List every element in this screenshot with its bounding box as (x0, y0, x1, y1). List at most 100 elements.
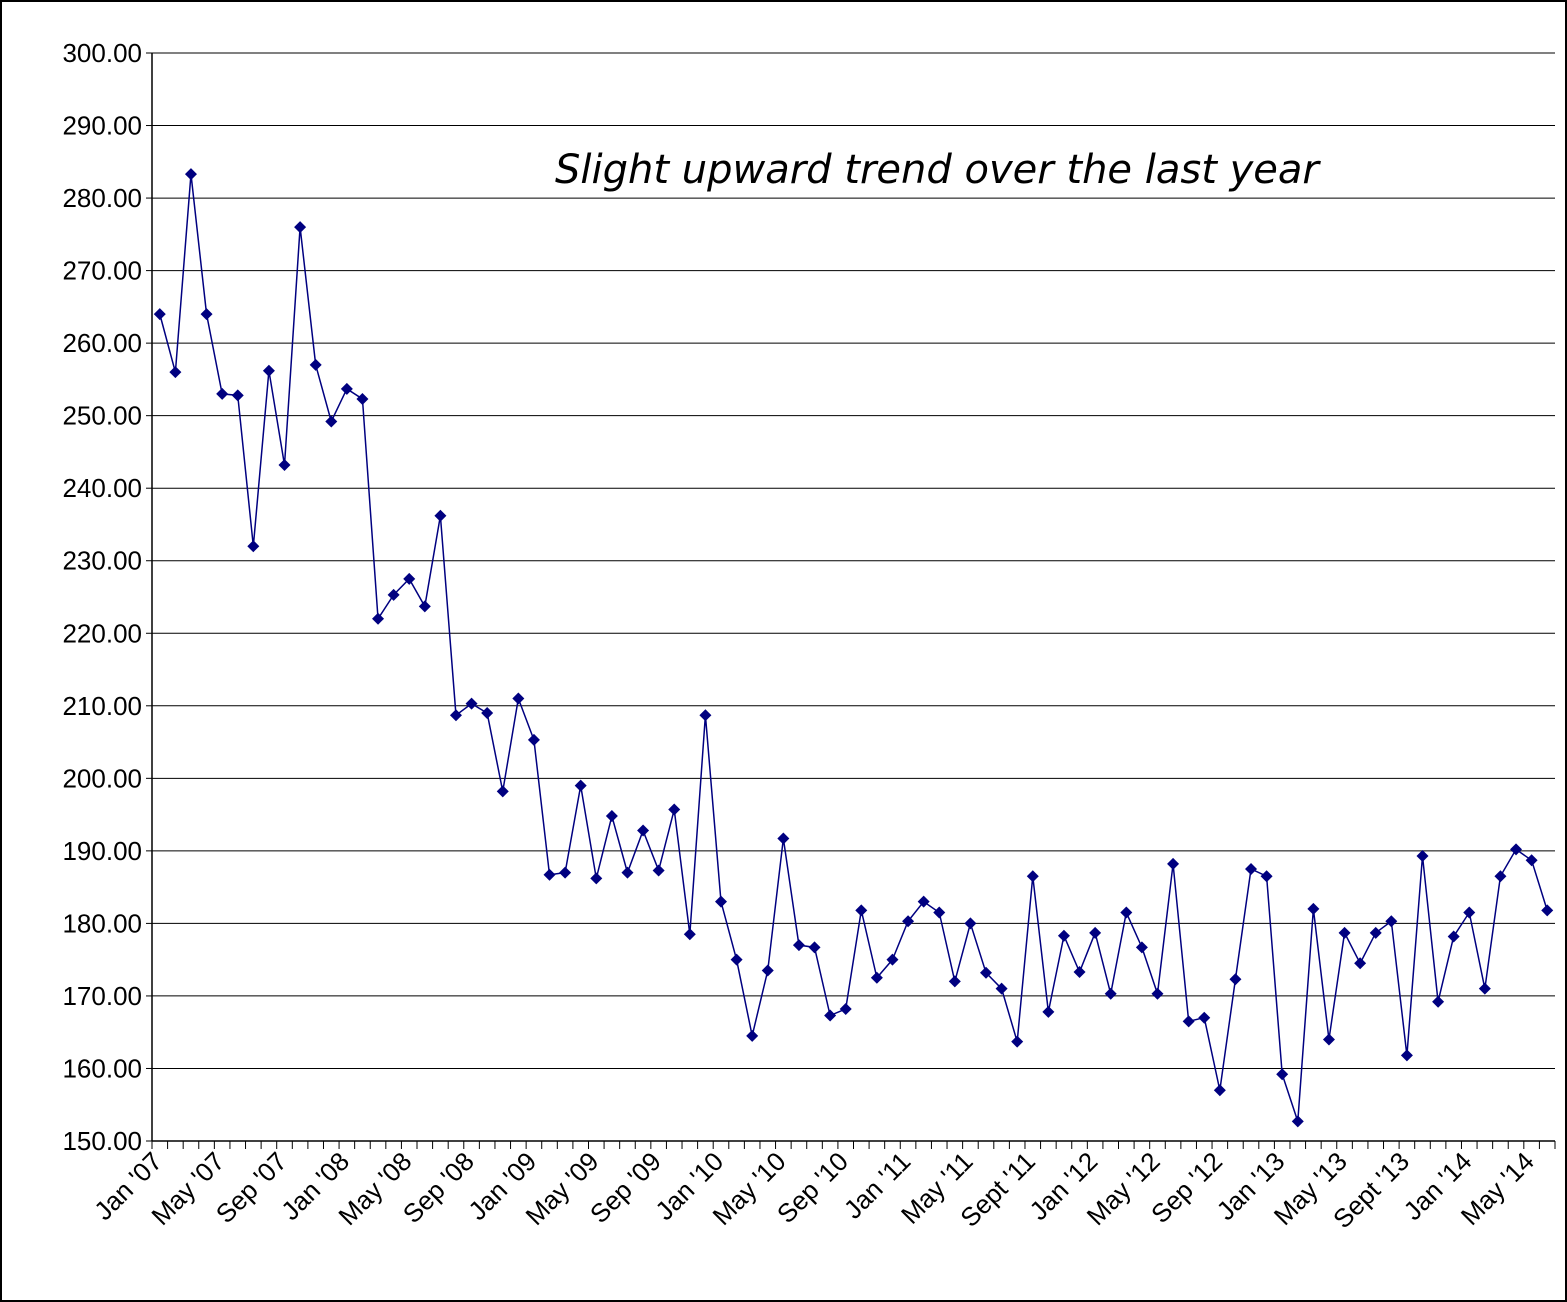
point (527, 733, 540, 746)
point (933, 906, 946, 919)
y-tick-label: 280.00 (62, 183, 142, 213)
y-tick-label: 190.00 (62, 836, 142, 866)
y-tick-label: 220.00 (62, 618, 142, 648)
point (1120, 906, 1133, 919)
point (1525, 854, 1538, 867)
point (1494, 870, 1507, 883)
point (1478, 982, 1491, 995)
point (668, 803, 681, 816)
point (340, 382, 353, 395)
point (886, 953, 899, 966)
point (512, 692, 525, 705)
y-tick-label: 210.00 (62, 691, 142, 721)
point (200, 308, 213, 321)
point (917, 895, 930, 908)
point (449, 709, 462, 722)
point (1541, 904, 1554, 917)
point (980, 966, 993, 979)
point (403, 572, 416, 585)
point (948, 975, 961, 988)
point (637, 824, 650, 837)
point (434, 509, 447, 522)
point (481, 707, 494, 720)
point (590, 872, 603, 885)
point (1011, 1035, 1024, 1048)
point (1307, 902, 1320, 915)
y-tick-label: 230.00 (62, 546, 142, 576)
point (1229, 973, 1242, 986)
y-tick-label: 170.00 (62, 981, 142, 1011)
y-tick-label: 160.00 (62, 1053, 142, 1083)
point (777, 832, 790, 845)
point (356, 392, 369, 405)
point (1400, 1049, 1413, 1062)
point (621, 866, 634, 879)
y-tick-label: 300.00 (62, 38, 142, 68)
point (1276, 1068, 1289, 1081)
point (1416, 849, 1429, 862)
point (1385, 915, 1398, 928)
annotation: Slight upward trend over the last year (555, 147, 1321, 193)
point (325, 415, 338, 428)
point (1073, 965, 1086, 978)
point (1369, 926, 1382, 939)
point (839, 1002, 852, 1015)
point (824, 1009, 837, 1022)
point (169, 366, 182, 379)
point (1260, 870, 1273, 883)
point (559, 866, 572, 879)
y-tick-label: 270.00 (62, 256, 142, 286)
y-tick-label: 200.00 (62, 763, 142, 793)
point (746, 1029, 759, 1042)
point (1104, 987, 1117, 1000)
point (995, 982, 1008, 995)
point (184, 168, 197, 181)
series-line (159, 174, 1548, 1122)
point (1322, 1033, 1335, 1046)
point (855, 904, 868, 917)
y-tick-label: 250.00 (62, 401, 142, 431)
point (1447, 930, 1460, 943)
point (574, 779, 587, 792)
point (1057, 929, 1070, 942)
point (1432, 995, 1445, 1008)
point (902, 915, 915, 928)
point (1198, 1011, 1211, 1024)
point (714, 895, 727, 908)
point (1026, 870, 1039, 883)
point (231, 389, 244, 402)
point (964, 917, 977, 930)
y-tick-label: 260.00 (62, 328, 142, 358)
point (1151, 987, 1164, 1000)
point (652, 864, 665, 877)
point (1182, 1015, 1195, 1028)
point (1042, 1005, 1055, 1018)
point (699, 709, 712, 722)
point (1135, 941, 1148, 954)
point (496, 785, 509, 798)
point (543, 868, 556, 881)
y-tick-label: 180.00 (62, 908, 142, 938)
point (294, 221, 307, 234)
point (683, 928, 696, 941)
point (1510, 843, 1523, 856)
point (1167, 857, 1180, 870)
point (1338, 926, 1351, 939)
point (247, 540, 260, 553)
point (153, 308, 166, 321)
point (1463, 906, 1476, 919)
point (1089, 926, 1102, 939)
point (465, 697, 478, 710)
point (418, 600, 431, 613)
y-tick-label: 150.00 (62, 1126, 142, 1156)
point (262, 364, 275, 377)
point (761, 964, 774, 977)
y-tick-label: 290.00 (62, 111, 142, 141)
point (309, 358, 322, 371)
point (216, 387, 229, 400)
point (605, 810, 618, 823)
point (808, 941, 821, 954)
point (372, 612, 385, 625)
